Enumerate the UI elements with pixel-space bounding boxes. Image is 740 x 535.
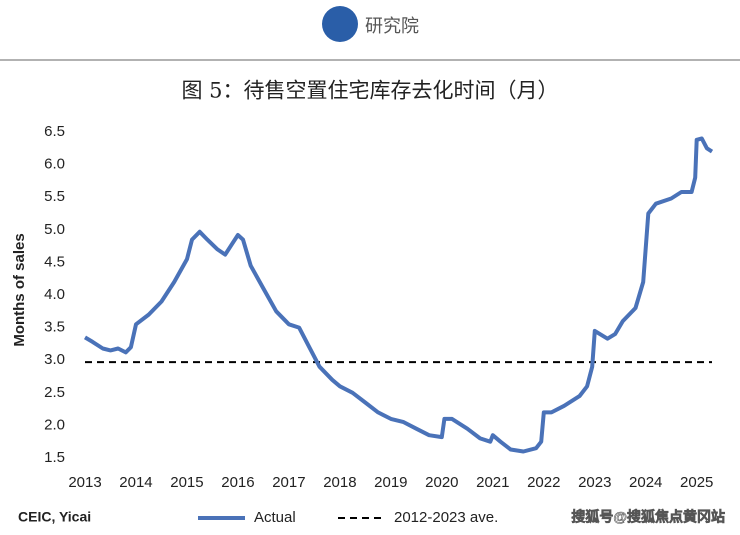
x-tick-label: 2013	[68, 474, 101, 491]
y-tick-label: 2.0	[44, 416, 65, 433]
logo-icon	[322, 6, 358, 42]
x-tick-label: 2021	[476, 474, 509, 491]
y-tick-label: 2.5	[44, 384, 65, 401]
x-tick-label: 2014	[119, 474, 152, 491]
logo-text: 研究院	[365, 16, 419, 36]
legend-label: 2012-2023 ave.	[394, 509, 498, 526]
y-tick-label: 1.5	[44, 449, 65, 466]
y-tick-label: 3.5	[44, 319, 65, 336]
chart-title: 图 5：待售空置住宅库存去化时间（月）	[181, 79, 558, 103]
x-tick-label: 2024	[629, 474, 662, 491]
x-tick-label: 2022	[527, 474, 560, 491]
y-tick-label: 6.0	[44, 156, 65, 173]
legend: Actual 2012-2023 ave.	[198, 509, 498, 526]
x-tick-label: 2019	[374, 474, 407, 491]
watermark: 搜狐号@搜狐焦点黄冈站	[571, 509, 725, 525]
x-tick-label: 2025	[680, 474, 713, 491]
y-tick-label: 5.0	[44, 221, 65, 238]
y-tick-label: 4.0	[44, 286, 65, 303]
x-tick-label: 2016	[221, 474, 254, 491]
y-tick-label: 5.5	[44, 188, 65, 205]
y-tick-label: 4.5	[44, 253, 65, 270]
x-tick-label: 2018	[323, 474, 356, 491]
x-tick-label: 2015	[170, 474, 203, 491]
source: CEIC, Yicai	[18, 509, 91, 525]
x-tick-label: 2023	[578, 474, 611, 491]
y-tick-label: 3.0	[44, 351, 65, 368]
y-axis-label: Months of sales	[11, 233, 28, 346]
series-line	[83, 136, 714, 454]
x-tick-label: 2017	[272, 474, 305, 491]
x-tick-label: 2020	[425, 474, 458, 491]
legend-label: Actual	[254, 509, 296, 526]
y-tick-label: 6.5	[44, 123, 65, 140]
